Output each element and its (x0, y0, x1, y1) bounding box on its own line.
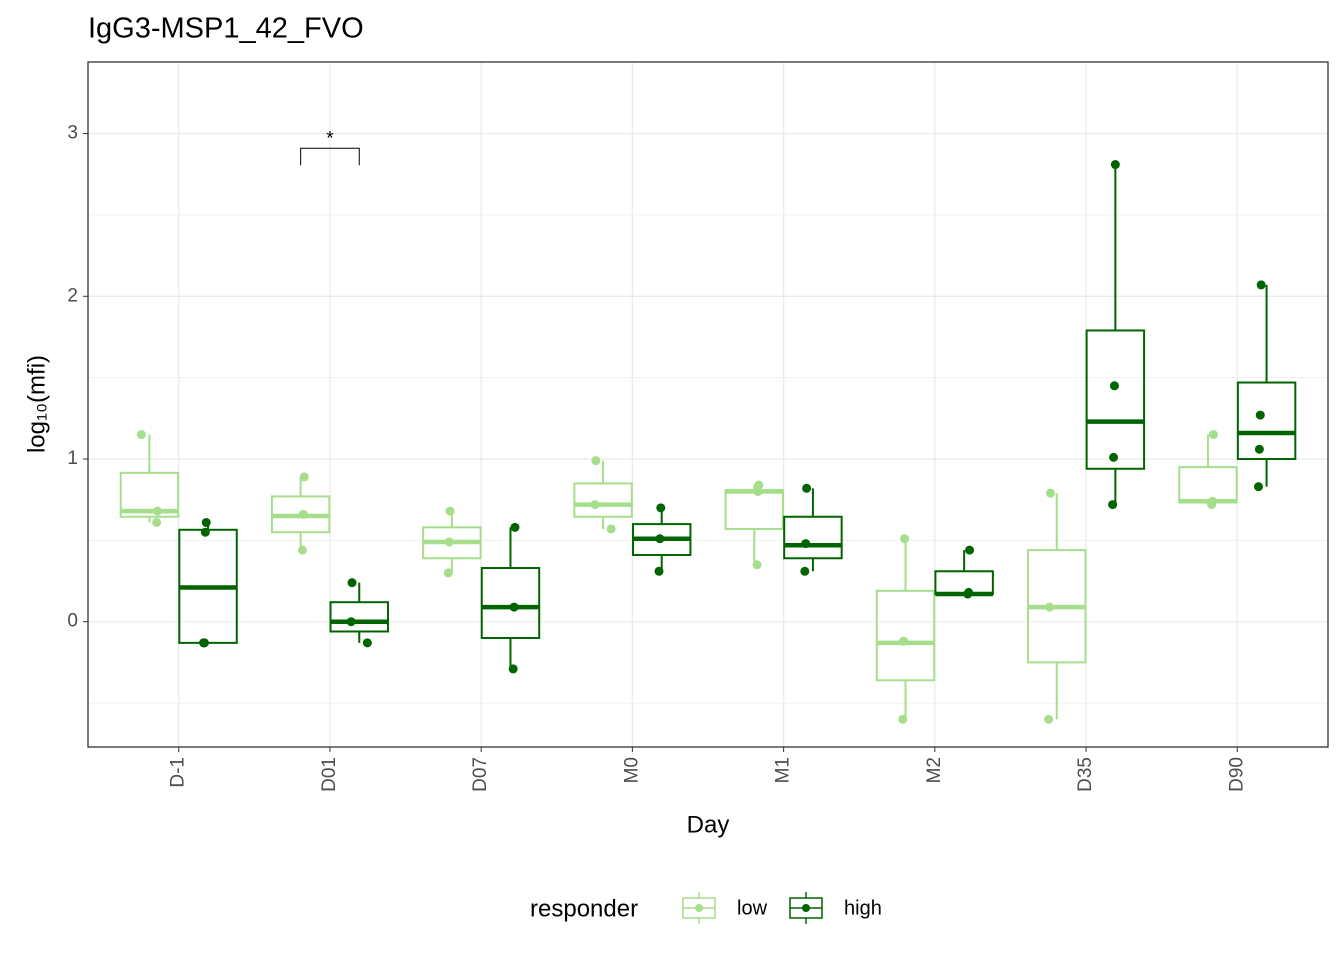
point (199, 638, 209, 648)
point (802, 483, 812, 493)
point (1108, 500, 1118, 510)
legend-key-point (802, 904, 810, 912)
point (510, 522, 520, 532)
point (654, 566, 664, 576)
point (898, 714, 908, 724)
point (362, 638, 372, 648)
x-tick-label: M0 (621, 757, 642, 783)
point (153, 506, 163, 516)
point (606, 524, 616, 534)
y-tick-label: 1 (67, 448, 78, 469)
box (480, 567, 541, 639)
y-tick-label: 2 (67, 285, 78, 306)
y-tick-label: 0 (67, 611, 78, 632)
box (1236, 381, 1297, 461)
point (136, 430, 146, 440)
point (591, 456, 601, 466)
point (509, 602, 519, 612)
point (346, 617, 356, 627)
box (875, 589, 936, 682)
point (1255, 410, 1265, 420)
point (656, 503, 666, 513)
x-tick-label: D01 (319, 757, 340, 792)
point (444, 537, 454, 547)
chart-title: IgG3-MSP1_42_FVO (88, 13, 364, 45)
point (590, 500, 600, 510)
box (573, 482, 633, 518)
point (1109, 381, 1119, 391)
point (1254, 444, 1264, 454)
point (297, 545, 307, 555)
point (899, 636, 909, 646)
point (1208, 430, 1218, 440)
point (963, 589, 973, 599)
point (1045, 602, 1055, 612)
y-axis-title: log₁₀(mfi) (23, 355, 50, 453)
plot-border (87, 61, 1329, 748)
point (1253, 482, 1263, 492)
box (119, 471, 180, 518)
point (1256, 280, 1266, 290)
x-axis-title: Day (687, 811, 730, 838)
annotation: * (326, 128, 334, 149)
box (783, 515, 843, 560)
point (965, 545, 975, 555)
x-tick-label: D90 (1226, 757, 1247, 792)
point (1109, 452, 1119, 462)
x-tick-label: M1 (773, 757, 794, 783)
x-tick-label: D-1 (168, 757, 189, 788)
point (299, 472, 309, 482)
point (298, 509, 308, 519)
point (1044, 714, 1054, 724)
point (200, 527, 210, 537)
point (508, 664, 518, 674)
point (800, 566, 810, 576)
point (347, 578, 357, 588)
point (801, 539, 811, 549)
point (753, 487, 763, 497)
y-tick-label: 3 (67, 123, 78, 144)
box (329, 601, 389, 633)
x-tick-label: D07 (470, 757, 491, 792)
point (152, 517, 162, 527)
significance-bracket (300, 147, 360, 166)
box (1085, 329, 1146, 470)
point (1207, 500, 1217, 510)
point (445, 506, 455, 516)
point (752, 560, 762, 570)
legend-title: responder (530, 895, 638, 922)
legend-label: low (737, 897, 768, 919)
x-tick-label: M2 (924, 757, 945, 783)
point (655, 534, 665, 544)
point (1110, 160, 1120, 170)
point (201, 517, 211, 527)
point (900, 534, 910, 544)
legend-key-point (695, 904, 703, 912)
legend-label: high (844, 897, 882, 919)
x-tick-label: D35 (1075, 757, 1096, 792)
point (443, 568, 453, 578)
point (1045, 488, 1055, 498)
